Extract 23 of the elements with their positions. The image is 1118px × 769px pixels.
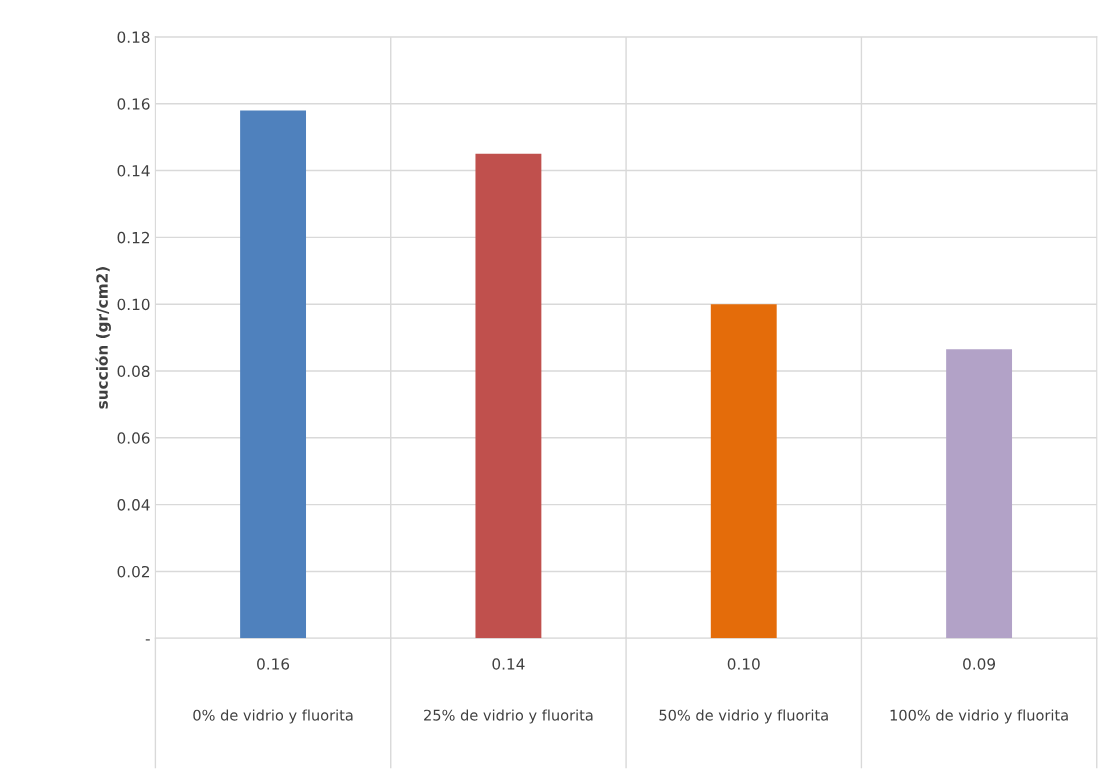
y-tick-label: 0.14 xyxy=(117,165,150,177)
y-tick-label: 0.04 xyxy=(117,499,150,511)
data-label: 0.16 xyxy=(257,658,290,670)
y-tick-label: 0.18 xyxy=(117,31,150,43)
y-tick-label: 0.08 xyxy=(117,365,150,378)
y-axis-title: succión (gr/cm2) xyxy=(95,267,111,409)
bar xyxy=(240,110,307,639)
data-label: 0.09 xyxy=(963,658,996,670)
y-tick-label: 0.02 xyxy=(117,565,150,578)
x-tick-label: 0% de vidrio y fluorita xyxy=(193,709,353,724)
data-label: 0.10 xyxy=(727,658,760,670)
y-tick-label: - xyxy=(145,639,150,641)
y-tick-label: 0.06 xyxy=(117,432,150,444)
data-label: 0.14 xyxy=(492,658,525,670)
x-tick-label: 100% de vidrio y fluorita xyxy=(890,709,1068,724)
bar xyxy=(946,349,1013,639)
y-tick-label: 0.16 xyxy=(117,98,150,110)
y-tick-label: 0.12 xyxy=(117,231,150,244)
x-tick-label: 50% de vidrio y fluorita xyxy=(659,709,828,724)
bar xyxy=(475,153,542,639)
bar xyxy=(710,304,777,639)
x-tick-label: 25% de vidrio y fluorita xyxy=(424,709,593,724)
y-tick-label: 0.10 xyxy=(117,298,150,311)
